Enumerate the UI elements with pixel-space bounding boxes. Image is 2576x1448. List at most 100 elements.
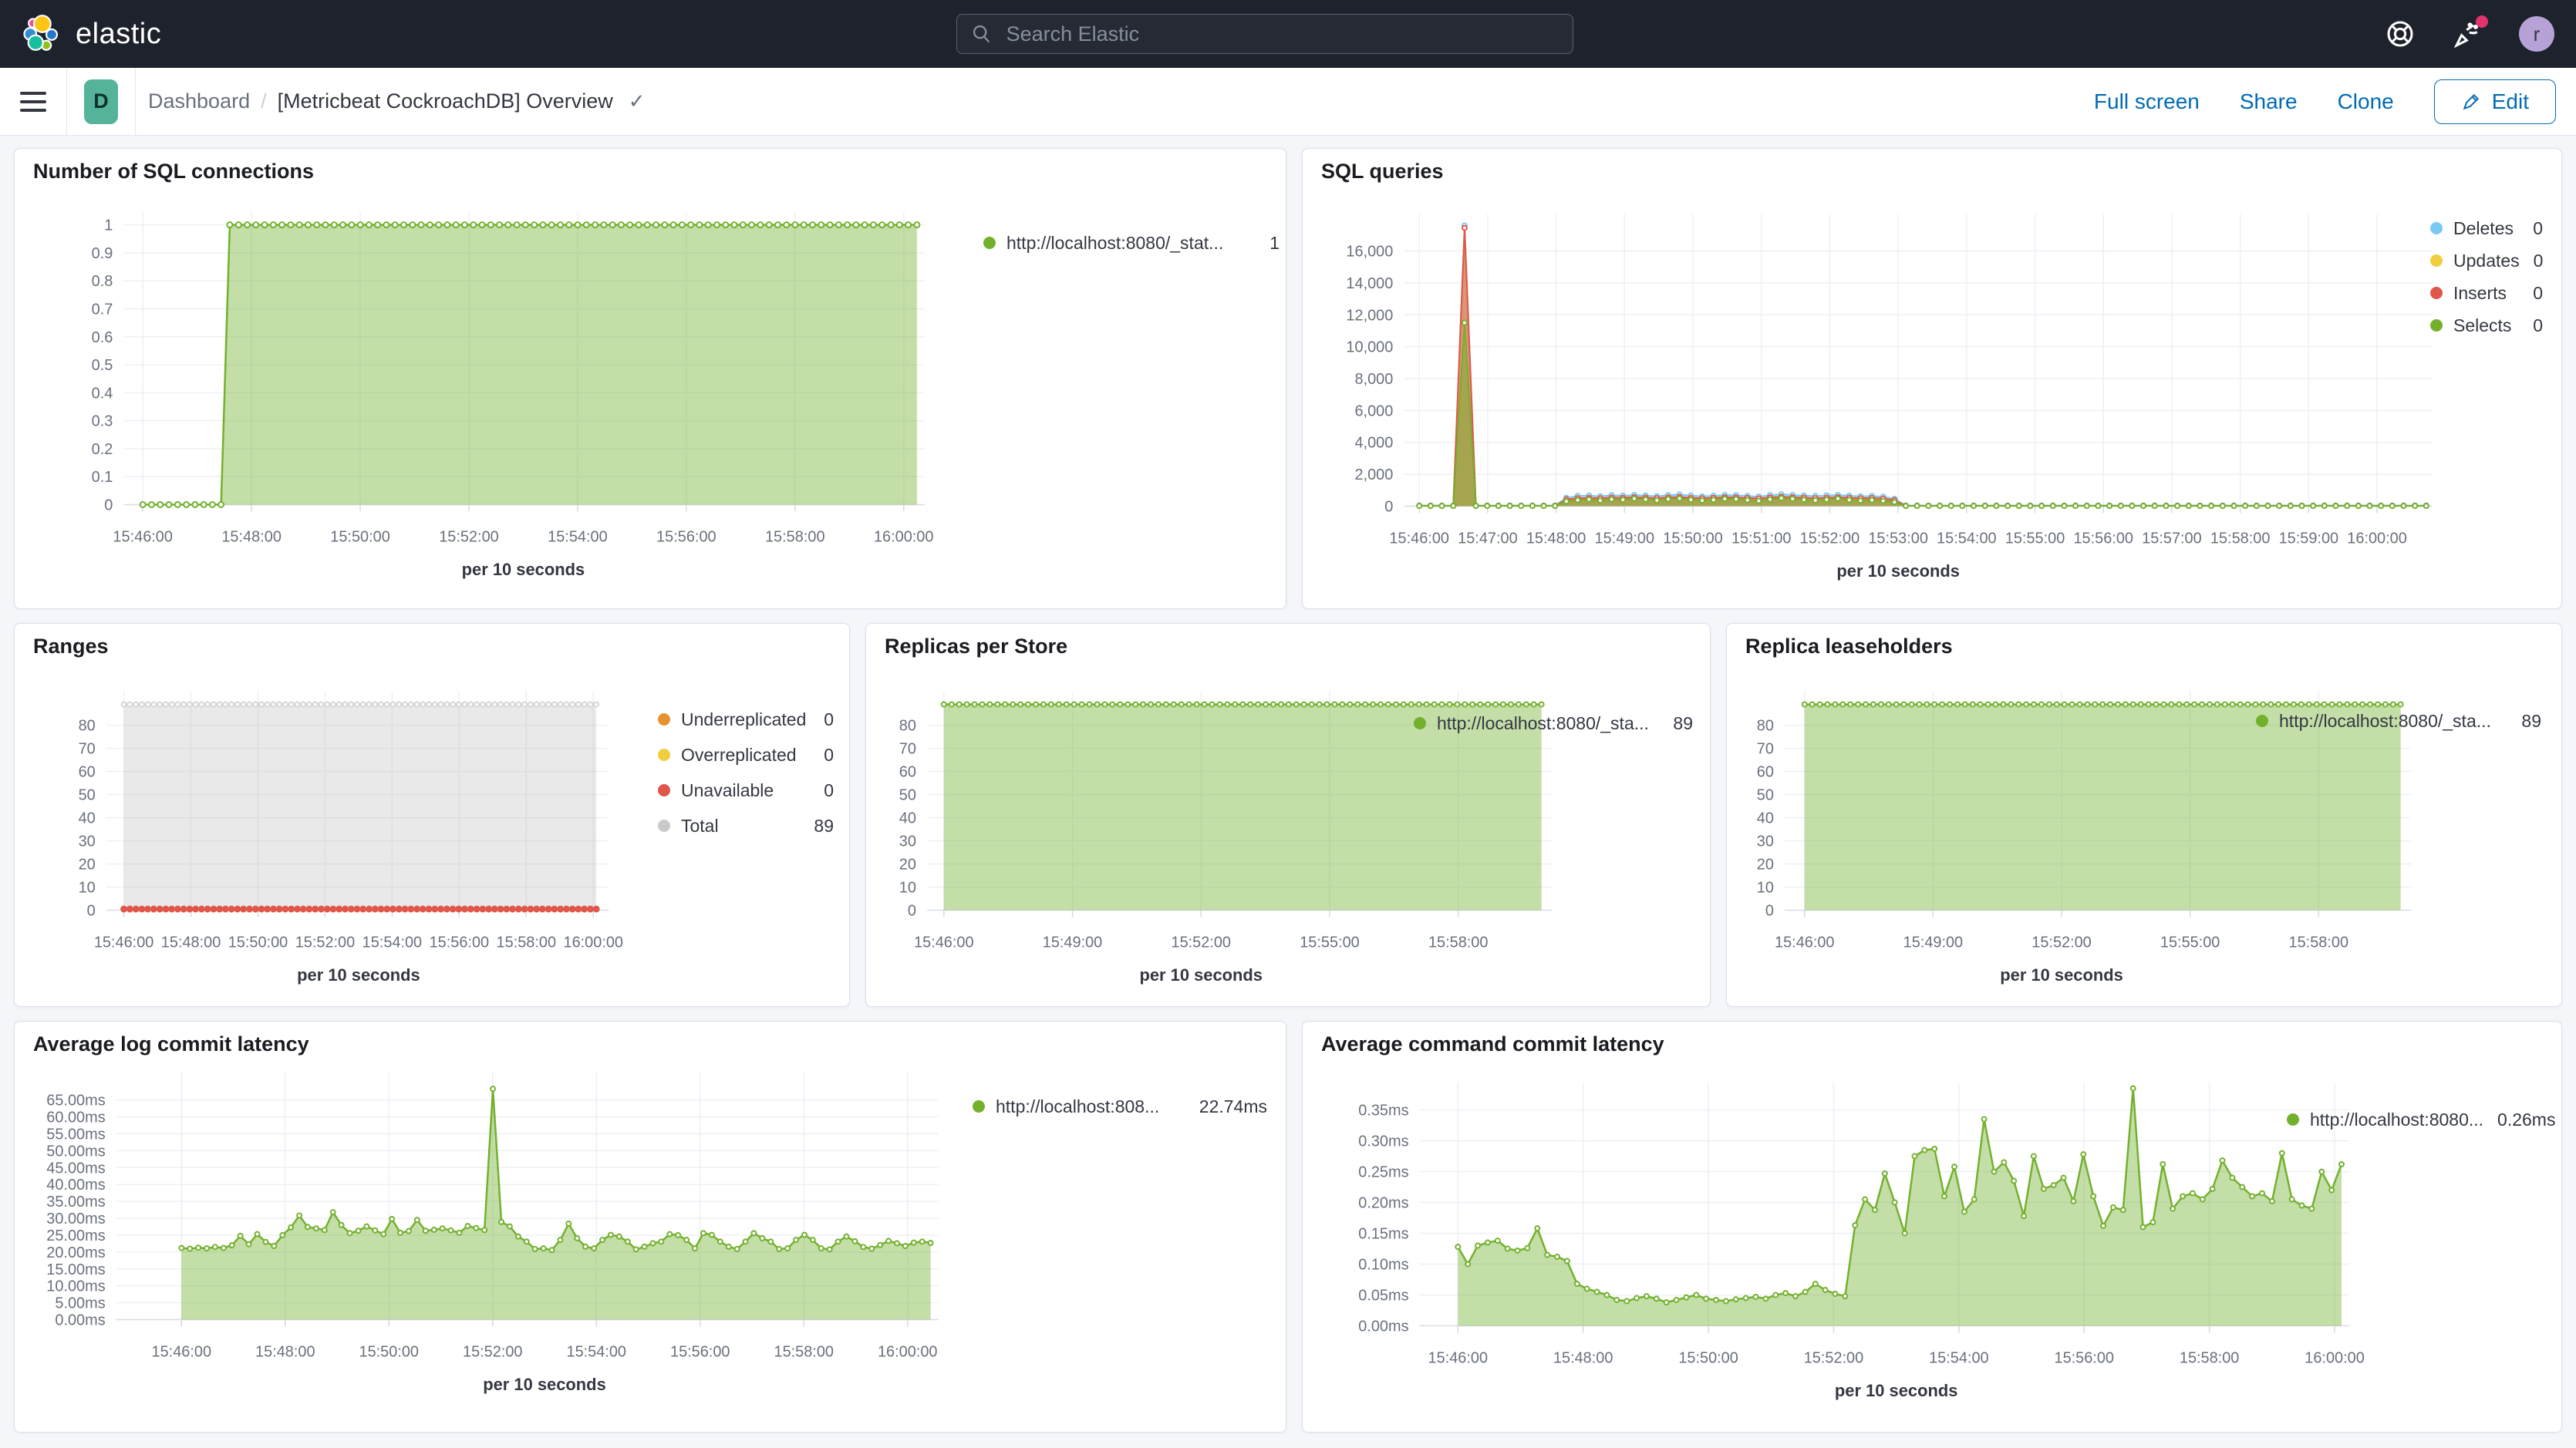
elastic-logo[interactable]: elastic (22, 14, 161, 54)
help-button[interactable] (2383, 17, 2417, 51)
svg-text:4,000: 4,000 (1354, 435, 1393, 452)
legend-value: 0 (824, 709, 834, 729)
svg-text:0: 0 (104, 497, 113, 514)
svg-text:15:54:00: 15:54:00 (362, 934, 423, 951)
svg-text:15:52:00: 15:52:00 (1804, 1349, 1864, 1366)
svg-text:15:46:00: 15:46:00 (1389, 530, 1449, 547)
svg-text:25.00ms: 25.00ms (46, 1227, 105, 1244)
avg-command-commit-latency-chart[interactable]: 15:46:00 15:48:00 15:50:00 15:52:00 15:54:00… (1303, 1022, 2561, 1432)
legend-item[interactable]: Overreplicated 0 (658, 737, 834, 773)
notification-dot (2476, 15, 2488, 28)
legend-item[interactable]: Unavailable 0 (658, 773, 834, 808)
svg-text:0.15ms: 0.15ms (1358, 1226, 1408, 1243)
svg-text:80: 80 (1757, 718, 1774, 735)
svg-text:per 10 seconds: per 10 seconds (483, 1375, 606, 1394)
svg-text:60.00ms: 60.00ms (46, 1110, 105, 1126)
pencil-icon (2463, 93, 2479, 109)
svg-text:15:50:00: 15:50:00 (228, 934, 288, 951)
legend-item[interactable]: Underreplicated 0 (658, 702, 834, 737)
edit-button[interactable]: Edit (2433, 79, 2556, 124)
chart-legend: http://localhost:8080... 0.26ms (2287, 1103, 2555, 1137)
breadcrumb-separator: / (261, 89, 267, 113)
legend-value: 0 (824, 780, 834, 800)
space-badge[interactable]: D (84, 79, 118, 124)
legend-dot (2287, 1113, 2299, 1126)
svg-text:0.8: 0.8 (92, 273, 113, 290)
svg-text:0.4: 0.4 (92, 385, 113, 402)
svg-text:0.05ms: 0.05ms (1358, 1287, 1408, 1304)
newsfeed-button[interactable] (2451, 15, 2488, 51)
svg-text:0.20ms: 0.20ms (1358, 1195, 1408, 1212)
edit-label: Edit (2491, 89, 2529, 113)
panel-sql-queries: SQL queries 15:46:00 15:47:00 15:48:00 15:49… (1302, 148, 2562, 609)
panel-title: Average command commit latency (1321, 1032, 1664, 1056)
chart-legend: Deletes 0 Updates 0 Inserts 0 Selects 0 (2430, 212, 2543, 342)
legend-dot (658, 713, 670, 726)
ranges-chart[interactable]: 15:46:00 15:48:00 15:50:00 15:52:00 15:54:00… (15, 624, 849, 1006)
legend-value: 89 (2521, 710, 2541, 731)
svg-text:15:58:00: 15:58:00 (497, 934, 557, 951)
svg-text:0.00ms: 0.00ms (1358, 1318, 1408, 1335)
top-header: elastic (0, 0, 2576, 68)
legend-item[interactable]: http://localhost:8080/_sta... 89 (1414, 706, 1693, 740)
legend-item[interactable]: Total 89 (658, 808, 834, 844)
svg-text:15:48:00: 15:48:00 (255, 1343, 315, 1360)
share-button[interactable]: Share (2239, 89, 2298, 113)
elastic-logo-icon (23, 15, 59, 51)
legend-item[interactable]: Deletes 0 (2430, 212, 2543, 244)
svg-text:15:46:00: 15:46:00 (1775, 934, 1835, 951)
svg-text:12,000: 12,000 (1346, 307, 1393, 324)
legend-item[interactable]: Updates 0 (2430, 244, 2543, 277)
replicas-per-store-chart[interactable]: 15:46:00 15:49:00 15:52:00 15:55:00 15:58:00… (866, 624, 1710, 1006)
legend-item[interactable]: Inserts 0 (2430, 277, 2543, 309)
panel-avg-command-commit-latency: Average command commit latency 15:46:00 15… (1302, 1021, 2562, 1433)
search-input[interactable] (1004, 21, 1559, 47)
svg-text:10: 10 (1757, 879, 1774, 896)
svg-text:15:52:00: 15:52:00 (295, 934, 356, 951)
full-screen-button[interactable]: Full screen (2093, 89, 2200, 113)
svg-text:0.6: 0.6 (92, 329, 113, 346)
replica-leaseholders-chart[interactable]: 15:46:00 15:49:00 15:52:00 15:55:00 15:58:00… (1727, 624, 2561, 1006)
svg-text:15:57:00: 15:57:00 (2142, 530, 2202, 547)
svg-text:15:58:00: 15:58:00 (774, 1343, 835, 1360)
panel-ranges: Ranges 15:46:00 15:48:00 15:50:00 15:52:00 15… (14, 623, 850, 1007)
legend-dot (2430, 319, 2443, 332)
svg-text:50: 50 (899, 787, 916, 804)
legend-value: 22.74ms (1199, 1096, 1267, 1116)
menu-button[interactable] (20, 91, 46, 112)
svg-text:55.00ms: 55.00ms (46, 1126, 105, 1143)
panel-title: SQL queries (1321, 160, 1444, 183)
svg-text:16:00:00: 16:00:00 (2305, 1349, 2365, 1366)
avg-log-commit-latency-chart[interactable]: 15:46:00 15:48:00 15:50:00 15:52:00 15:54:00… (15, 1022, 1286, 1432)
svg-text:0.25ms: 0.25ms (1358, 1164, 1408, 1181)
legend-label: Unavailable (681, 780, 774, 800)
sql-connections-chart[interactable]: 15:46:00 15:48:00 15:50:00 15:52:00 15:54:00… (15, 149, 1286, 608)
user-avatar[interactable]: r (2519, 16, 2554, 52)
global-search[interactable] (956, 14, 1573, 54)
svg-text:10,000: 10,000 (1346, 339, 1393, 356)
svg-text:40: 40 (899, 810, 916, 827)
breadcrumb-dashboard[interactable]: Dashboard (148, 89, 251, 113)
svg-text:40: 40 (79, 810, 96, 827)
toolbar-actions: Full screen Share Clone Edit (2094, 79, 2556, 124)
svg-text:60: 60 (79, 764, 96, 781)
legend-item[interactable]: http://localhost:808... 22.74ms (973, 1089, 1267, 1123)
svg-text:20: 20 (1757, 856, 1774, 873)
clone-button[interactable]: Clone (2337, 89, 2394, 113)
legend-item[interactable]: http://localhost:8080... 0.26ms (2287, 1103, 2555, 1137)
svg-text:45.00ms: 45.00ms (46, 1160, 105, 1177)
legend-dot (2256, 715, 2268, 727)
checkmark-icon[interactable]: ✓ (628, 89, 646, 113)
svg-text:16,000: 16,000 (1346, 244, 1393, 261)
legend-item[interactable]: http://localhost:8080/_sta... 89 (2256, 704, 2541, 738)
avatar-initial: r (2533, 22, 2541, 45)
svg-text:15:50:00: 15:50:00 (359, 1343, 420, 1360)
svg-text:15:56:00: 15:56:00 (670, 1343, 730, 1360)
legend-item[interactable]: http://localhost:8080/_stat... 1 (983, 226, 1280, 260)
chart-legend: http://localhost:8080/_stat... 1 (983, 226, 1280, 260)
legend-label: Underreplicated (681, 709, 807, 729)
sql-queries-chart[interactable]: 15:46:00 15:47:00 15:48:00 15:49:00 15:50:00… (1303, 149, 2561, 608)
legend-item[interactable]: Selects 0 (2430, 309, 2543, 342)
svg-text:35.00ms: 35.00ms (46, 1194, 105, 1211)
legend-label: http://localhost:8080/_sta... (1437, 712, 1649, 733)
